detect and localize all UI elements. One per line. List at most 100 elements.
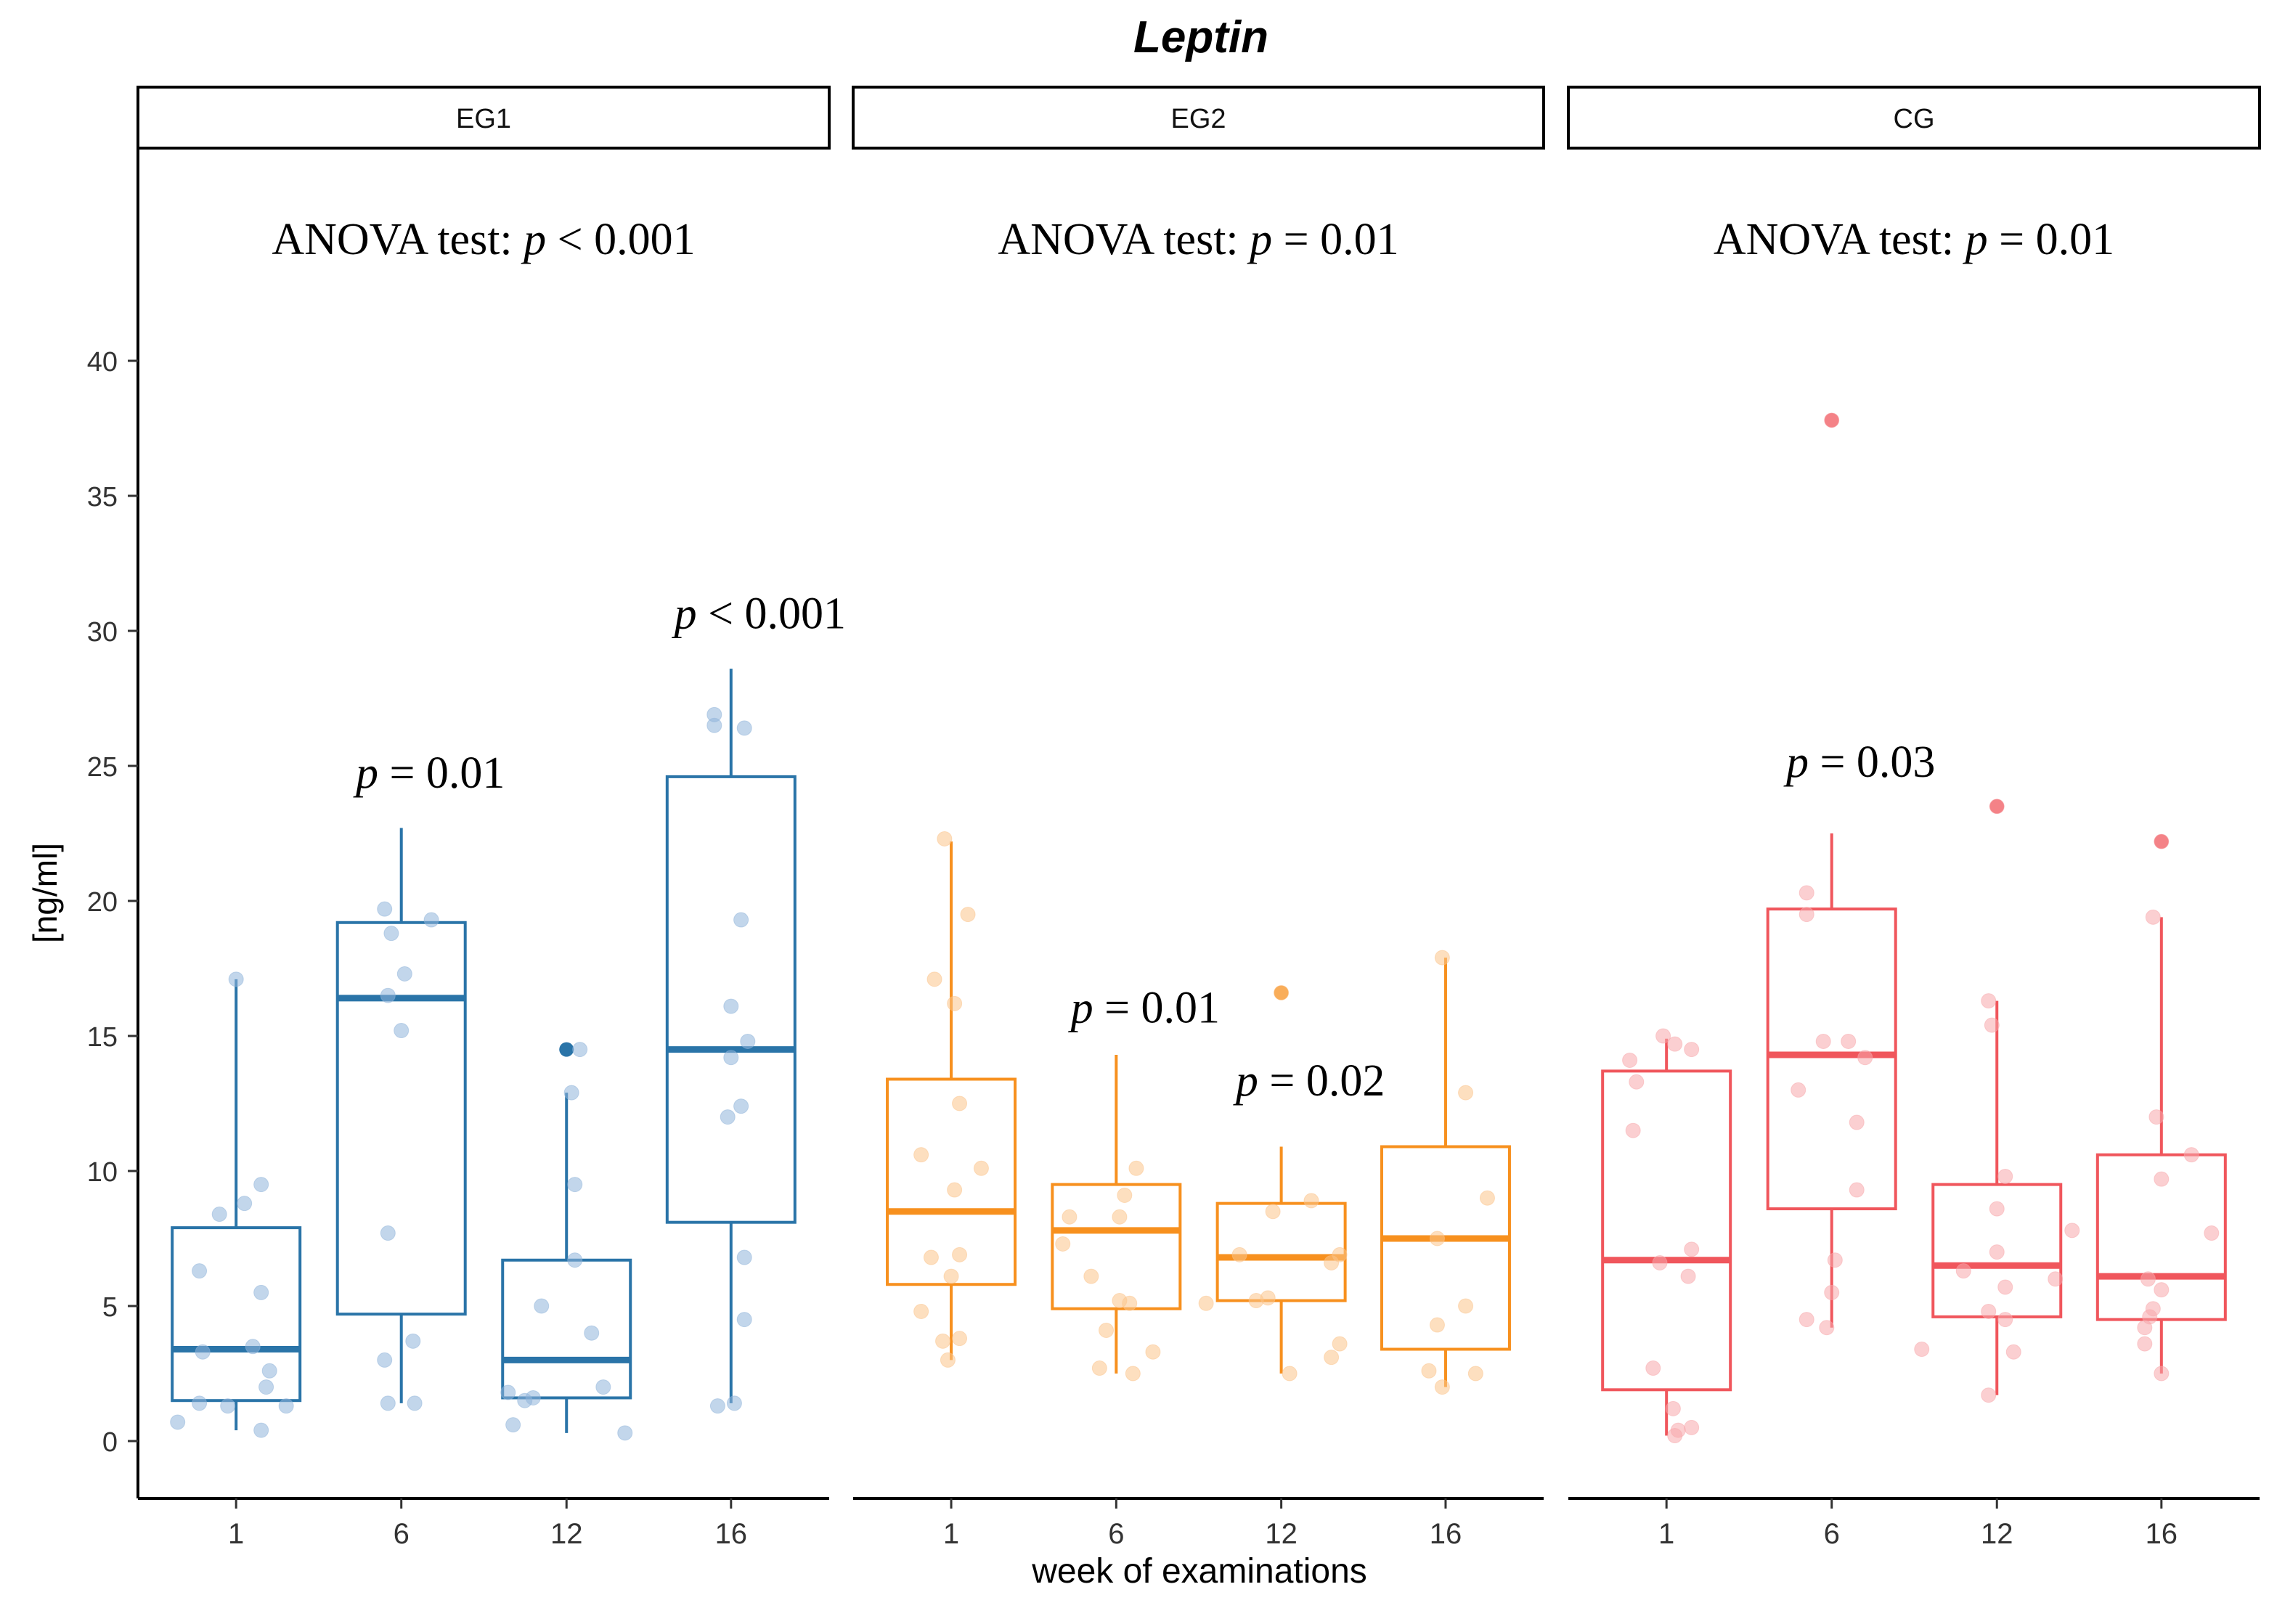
data-point xyxy=(192,1263,208,1279)
anova-label: ANOVA test: p = 0.01 xyxy=(998,215,1398,264)
data-point xyxy=(973,1160,989,1176)
data-point xyxy=(394,1023,410,1039)
data-point xyxy=(926,971,942,987)
data-point xyxy=(1099,1322,1115,1338)
data-point xyxy=(220,1398,236,1414)
data-point xyxy=(1332,1246,1348,1262)
data-point xyxy=(1684,1241,1700,1257)
data-point xyxy=(253,1177,269,1193)
box-week-6: 6 xyxy=(1051,1055,1182,1550)
data-point xyxy=(736,1249,752,1265)
data-point xyxy=(723,1050,739,1066)
box-iqr xyxy=(1766,907,1897,1211)
data-point xyxy=(1984,1017,2000,1033)
pairwise-p-label: p < 0.001 xyxy=(672,589,846,638)
anova-label-prefix: ANOVA test: xyxy=(998,215,1250,264)
y-tick-label: 30 xyxy=(87,617,118,648)
pairwise-p-label-p: p xyxy=(353,748,378,798)
x-tick-label: 12 xyxy=(1265,1518,1298,1550)
box-iqr xyxy=(1931,1183,2063,1318)
data-point xyxy=(2048,1271,2064,1287)
data-point xyxy=(1981,993,1997,1009)
data-point xyxy=(1791,1082,1806,1098)
pairwise-p-label-value: = 0.02 xyxy=(1258,1056,1385,1106)
data-point xyxy=(1122,1295,1138,1311)
data-point xyxy=(1429,1317,1445,1333)
data-point xyxy=(1274,984,1290,1000)
pairwise-p-label-p: p xyxy=(1068,983,1093,1032)
box-iqr xyxy=(1051,1183,1182,1310)
anova-label-p: p xyxy=(1963,215,1988,264)
data-point xyxy=(952,1331,968,1347)
data-point xyxy=(923,1249,939,1265)
data-point xyxy=(733,912,749,928)
outlier-point xyxy=(559,1042,574,1057)
data-point xyxy=(258,1379,274,1395)
data-point xyxy=(1819,1320,1835,1336)
x-tick-label: 12 xyxy=(1981,1518,2013,1550)
data-point xyxy=(1684,1042,1700,1058)
box-week-1: 1 xyxy=(170,971,302,1550)
data-point xyxy=(572,1042,588,1058)
data-point xyxy=(1849,1114,1865,1130)
data-point xyxy=(1622,1052,1638,1068)
data-point xyxy=(1981,1387,1997,1403)
box-iqr xyxy=(2095,1153,2227,1321)
data-point xyxy=(1112,1209,1128,1225)
x-tick-label: 12 xyxy=(550,1518,583,1550)
data-point xyxy=(1981,1303,1997,1319)
data-point xyxy=(1062,1209,1078,1225)
data-point xyxy=(1849,1182,1865,1198)
data-point xyxy=(396,966,412,982)
data-point xyxy=(1824,412,1840,428)
data-point xyxy=(228,971,244,987)
x-tick-label: 6 xyxy=(394,1518,410,1550)
panel-strip xyxy=(137,86,831,150)
box-iqr xyxy=(1601,1069,1732,1392)
data-point xyxy=(1260,1290,1276,1306)
data-point xyxy=(567,1252,583,1268)
box-iqr xyxy=(171,1226,302,1403)
y-tick-label: 35 xyxy=(87,482,118,513)
data-point xyxy=(261,1363,277,1379)
data-point xyxy=(2148,1109,2164,1125)
y-axis-label: [ng/ml] xyxy=(26,843,64,943)
data-point xyxy=(947,1182,963,1198)
pairwise-p-label: p = 0.01 xyxy=(1068,983,1220,1032)
y-tick-label: 20 xyxy=(87,887,118,918)
data-point xyxy=(952,1095,968,1111)
data-point xyxy=(377,1352,393,1368)
data-point xyxy=(380,1225,396,1241)
data-point xyxy=(405,1333,421,1349)
panel-strip-label: CG xyxy=(1894,104,1935,134)
data-point xyxy=(1091,1360,1107,1376)
data-point xyxy=(567,1177,583,1193)
data-point xyxy=(2145,909,2161,925)
box-week-6: 6 xyxy=(1766,412,1897,1550)
pairwise-p-label-value: = 0.03 xyxy=(1809,738,1935,787)
y-tick-label: 25 xyxy=(87,752,118,783)
data-point xyxy=(1083,1268,1099,1284)
data-point xyxy=(584,1325,600,1341)
data-point xyxy=(720,1109,736,1125)
data-point xyxy=(423,912,439,928)
data-point xyxy=(706,706,722,722)
data-point xyxy=(1997,1279,2013,1295)
data-point xyxy=(1827,1252,1843,1268)
box-week-12: 12 xyxy=(500,1042,633,1550)
data-point xyxy=(1324,1350,1340,1366)
plot-layer: 0 5 10 15 20 25 30 35 40 EG1 ANOVA test: p < 0.001… xyxy=(87,86,2261,1550)
y-axis: 0 5 10 15 20 25 30 35 40 xyxy=(87,150,139,1498)
data-point xyxy=(1421,1363,1437,1379)
data-point xyxy=(960,907,976,923)
data-point xyxy=(1799,885,1814,901)
data-point xyxy=(1117,1187,1133,1203)
data-point xyxy=(2145,1301,2161,1317)
box-iqr xyxy=(1380,1145,1511,1351)
data-point xyxy=(563,1085,579,1101)
anova-label-prefix: ANOVA test: xyxy=(1714,215,1966,264)
x-tick-label: 16 xyxy=(1430,1518,1462,1550)
box-week-16: 16 xyxy=(665,669,797,1550)
